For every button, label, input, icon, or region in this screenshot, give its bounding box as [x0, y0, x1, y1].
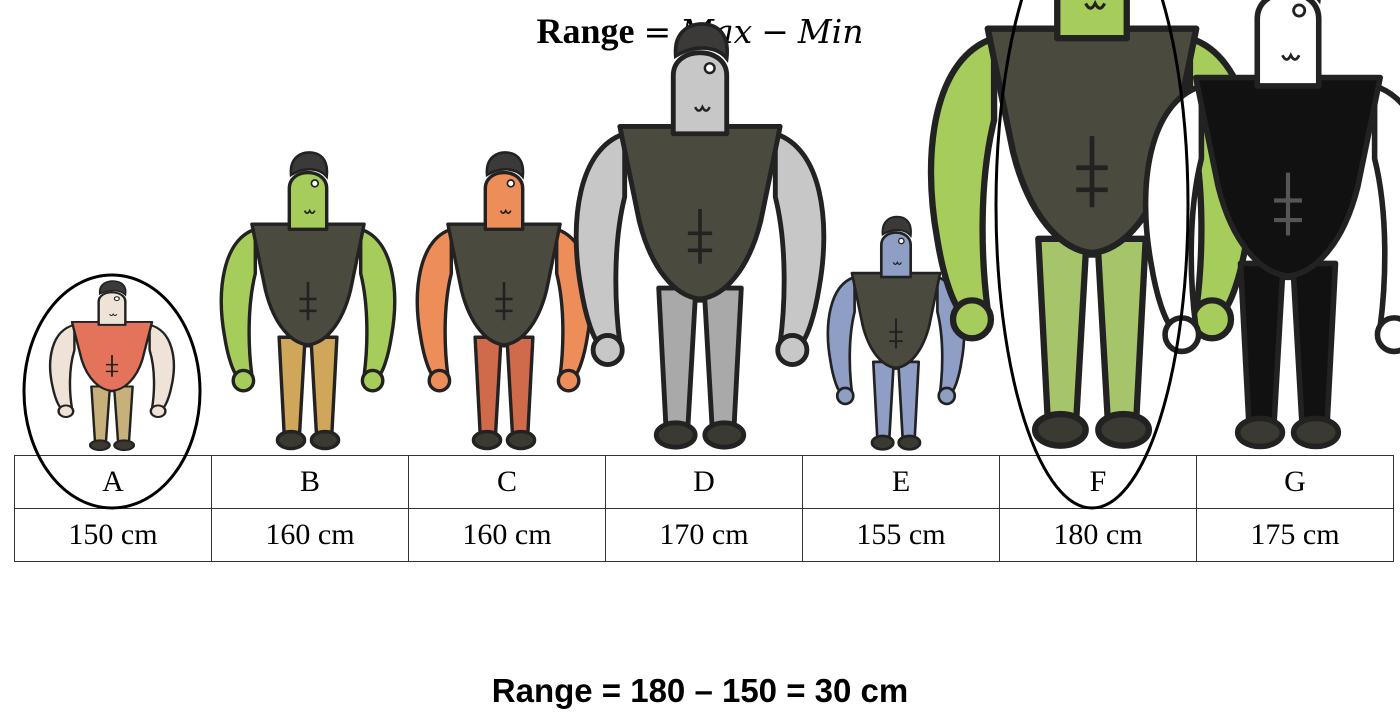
- label-cell-d: D: [605, 455, 803, 509]
- height-cell-d: 170 cm: [605, 508, 803, 562]
- height-cell-b: 160 cm: [211, 508, 409, 562]
- height-cell-g: 175 cm: [1196, 508, 1394, 562]
- height-cell-a: 150 cm: [14, 508, 212, 562]
- label-cell-b: B: [211, 455, 409, 509]
- figure-b: [219, 151, 397, 451]
- height-cell-c: 160 cm: [408, 508, 606, 562]
- formula-minus: −: [761, 12, 789, 51]
- height-cell-f: 180 cm: [999, 508, 1197, 562]
- label-cell-c: C: [408, 455, 606, 509]
- range-result: Range = 180 – 150 = 30 cm: [491, 672, 909, 709]
- label-cell-f: F: [999, 455, 1197, 509]
- heights-table: A B C D E F G 150 cm 160 cm 160 cm 170 c…: [14, 455, 1394, 562]
- figure-e: [826, 215, 966, 451]
- height-row: 150 cm 160 cm 160 cm 170 cm 155 cm 180 c…: [14, 508, 1394, 562]
- formula-equals: =: [643, 12, 672, 51]
- figure-d: [573, 22, 827, 450]
- label-cell-g: G: [1196, 455, 1394, 509]
- figure-c: [415, 151, 593, 451]
- formula-min: Min: [797, 12, 864, 51]
- height-cell-e: 155 cm: [802, 508, 1000, 562]
- figure-f: [927, 0, 1257, 449]
- label-cell-e: E: [802, 455, 1000, 509]
- formula-word: Range: [536, 11, 635, 51]
- label-cell-a: A: [14, 455, 212, 509]
- label-row: A B C D E F G: [14, 455, 1394, 509]
- figure-a: [49, 280, 175, 452]
- range-formula: Range = Max − Min: [0, 10, 1400, 52]
